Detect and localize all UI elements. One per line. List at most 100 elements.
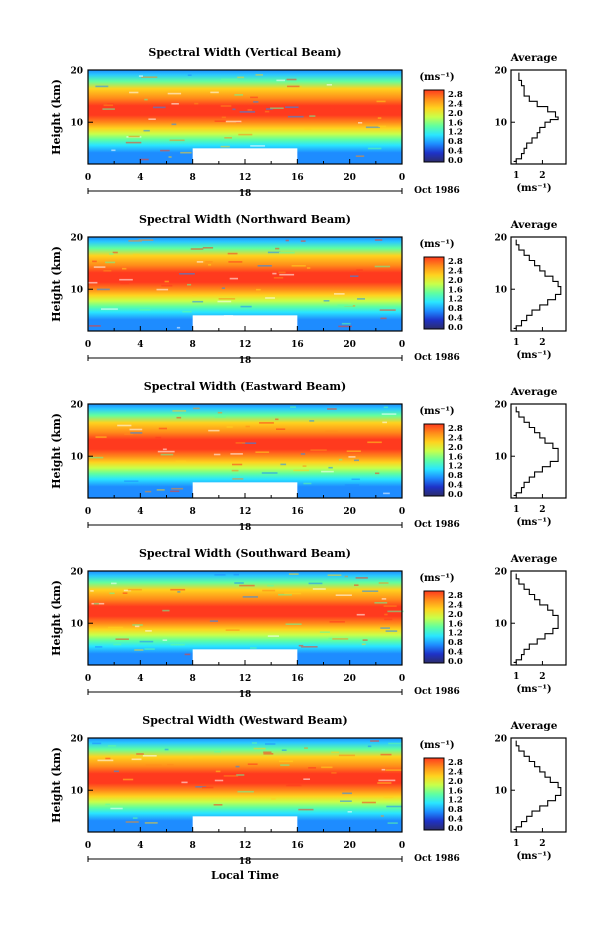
colorbar-tick-label: 1.2 xyxy=(448,629,463,639)
colorbar-tick-label: 2.4 xyxy=(448,600,463,610)
profile-frame xyxy=(510,570,567,666)
x-tick-label: 12 xyxy=(239,674,252,684)
colorbar-unit: (ms⁻¹) xyxy=(419,573,454,584)
colorbar-tick-label: 2.8 xyxy=(448,257,463,267)
y-tick-label: 10 xyxy=(70,453,83,463)
y-tick-label: 10 xyxy=(70,620,83,630)
missing-data-block xyxy=(192,148,298,164)
x-tick-label: 20 xyxy=(343,507,356,517)
profile-y-tick-label: 10 xyxy=(494,620,507,630)
colorbar-tick-label: 2.8 xyxy=(448,758,463,768)
date-label: Oct 1986 xyxy=(414,353,460,363)
colorbar-tick-label: 2.8 xyxy=(448,424,463,434)
date-label: Oct 1986 xyxy=(414,520,460,530)
colorbar-tick-label: 0.4 xyxy=(448,815,463,825)
x-tick-label: 4 xyxy=(137,841,143,851)
x-tick-label: 4 xyxy=(137,340,143,350)
profile-title: Average xyxy=(510,219,558,231)
profile-x-tick-label: 2 xyxy=(539,672,545,682)
colorbar-tick-label: 1.6 xyxy=(448,786,463,796)
profile-x-tick-label: 1 xyxy=(513,171,519,181)
x-tick-label: 20 xyxy=(343,340,356,350)
profile-x-tick-label: 2 xyxy=(539,505,545,515)
colorbar-tick-label: 2.8 xyxy=(448,591,463,601)
colorbar-unit: (ms⁻¹) xyxy=(419,72,454,83)
x-tick-label: 12 xyxy=(239,340,252,350)
y-axis-label: Height (km) xyxy=(50,79,63,155)
colorbar-tick-label: 0.8 xyxy=(448,638,463,648)
profile-line xyxy=(513,740,562,830)
colorbar-tick-label: 2.4 xyxy=(448,433,463,443)
colorbar-tick-label: 0.0 xyxy=(448,156,463,166)
colorbar xyxy=(423,590,445,664)
x-tick-label: 0 xyxy=(399,841,405,851)
colorbar xyxy=(423,89,445,163)
panel-2: Spectral Width (Northward Beam) 10 20 Heigh… xyxy=(50,213,567,366)
colorbar-tick-label: 0.4 xyxy=(448,314,463,324)
x-tick-label: 20 xyxy=(343,841,356,851)
colorbar-tick-label: 2.0 xyxy=(448,610,463,620)
y-axis-label: Height (km) xyxy=(50,580,63,656)
colorbar-tick-label: 1.2 xyxy=(448,128,463,138)
y-tick-label: 20 xyxy=(70,568,83,578)
y-axis-label: Height (km) xyxy=(50,246,63,322)
colorbar-tick-label: 2.0 xyxy=(448,777,463,787)
profile-x-tick-label: 1 xyxy=(513,505,519,515)
panel-5: Spectral Width (Westward Beam)1020Height… xyxy=(50,714,567,867)
colorbar-tick-label: 0.0 xyxy=(448,824,463,834)
x-tick-label: 4 xyxy=(137,507,143,517)
profile-title: Average xyxy=(510,720,558,732)
profile-line xyxy=(513,72,559,162)
x-tick-label: 4 xyxy=(137,173,143,183)
x-tick-label: 4 xyxy=(137,674,143,684)
x-tick-label: 0 xyxy=(85,841,91,851)
colorbar xyxy=(423,757,445,831)
colorbar-tick-label: 2.0 xyxy=(448,443,463,453)
date-label: Oct 1986 xyxy=(414,186,460,196)
profile-line xyxy=(513,239,562,329)
profile-title: Average xyxy=(510,52,558,64)
x-tick-label: 0 xyxy=(85,507,91,517)
profile-x-axis-label: (ms⁻¹) xyxy=(516,183,551,194)
colorbar-tick-label: 1.2 xyxy=(448,796,463,806)
heatmap-texture xyxy=(90,573,404,658)
profile-x-tick-label: 2 xyxy=(539,171,545,181)
x-tick-label: 12 xyxy=(239,507,252,517)
x-tick-label: 16 xyxy=(291,173,304,183)
colorbar-tick-label: 2.4 xyxy=(448,767,463,777)
profile-x-tick-label: 1 xyxy=(513,338,519,348)
profile-y-tick-label: 20 xyxy=(494,735,507,745)
panel-4: Spectral Width (Southward Beam) 10 20 Heigh… xyxy=(50,547,567,700)
x-tick-label: 16 xyxy=(291,507,304,517)
profile-x-tick-label: 2 xyxy=(539,839,545,849)
y-tick-label: 10 xyxy=(70,286,83,296)
y-tick-label: 20 xyxy=(70,401,83,411)
profile-line xyxy=(513,573,559,663)
x-tick-label: 0 xyxy=(399,173,405,183)
x-tick-label: 20 xyxy=(343,674,356,684)
panel-title: Spectral Width (Southward Beam) xyxy=(139,547,351,560)
profile-y-tick-label: 10 xyxy=(494,286,507,296)
heatmap-texture xyxy=(88,239,396,329)
colorbar-unit: (ms⁻¹) xyxy=(419,406,454,417)
panel-title: Spectral Width (Northward Beam) xyxy=(139,213,351,226)
colorbar-tick-label: 1.2 xyxy=(448,462,463,472)
y-tick-label: 10 xyxy=(70,119,83,129)
x-tick-label: 8 xyxy=(190,507,196,517)
day-label: 18 xyxy=(239,189,252,199)
missing-data-block xyxy=(192,816,298,832)
colorbar-tick-label: 2.8 xyxy=(448,90,463,100)
colorbar-tick-label: 1.6 xyxy=(448,452,463,462)
profile-x-tick-label: 1 xyxy=(513,839,519,849)
colorbar-tick-label: 0.8 xyxy=(448,471,463,481)
x-tick-label: 8 xyxy=(190,841,196,851)
missing-data-block xyxy=(192,649,298,665)
day-label: 18 xyxy=(239,690,252,700)
colorbar-tick-label: 1.6 xyxy=(448,619,463,629)
date-label: Oct 1986 xyxy=(414,687,460,697)
profile-y-tick-label: 20 xyxy=(494,234,507,244)
panel-3: Spectral Width (Eastward Beam)1020Height… xyxy=(50,380,567,533)
profile-x-axis-label: (ms⁻¹) xyxy=(516,684,551,695)
profile-x-axis-label: (ms⁻¹) xyxy=(516,517,551,528)
